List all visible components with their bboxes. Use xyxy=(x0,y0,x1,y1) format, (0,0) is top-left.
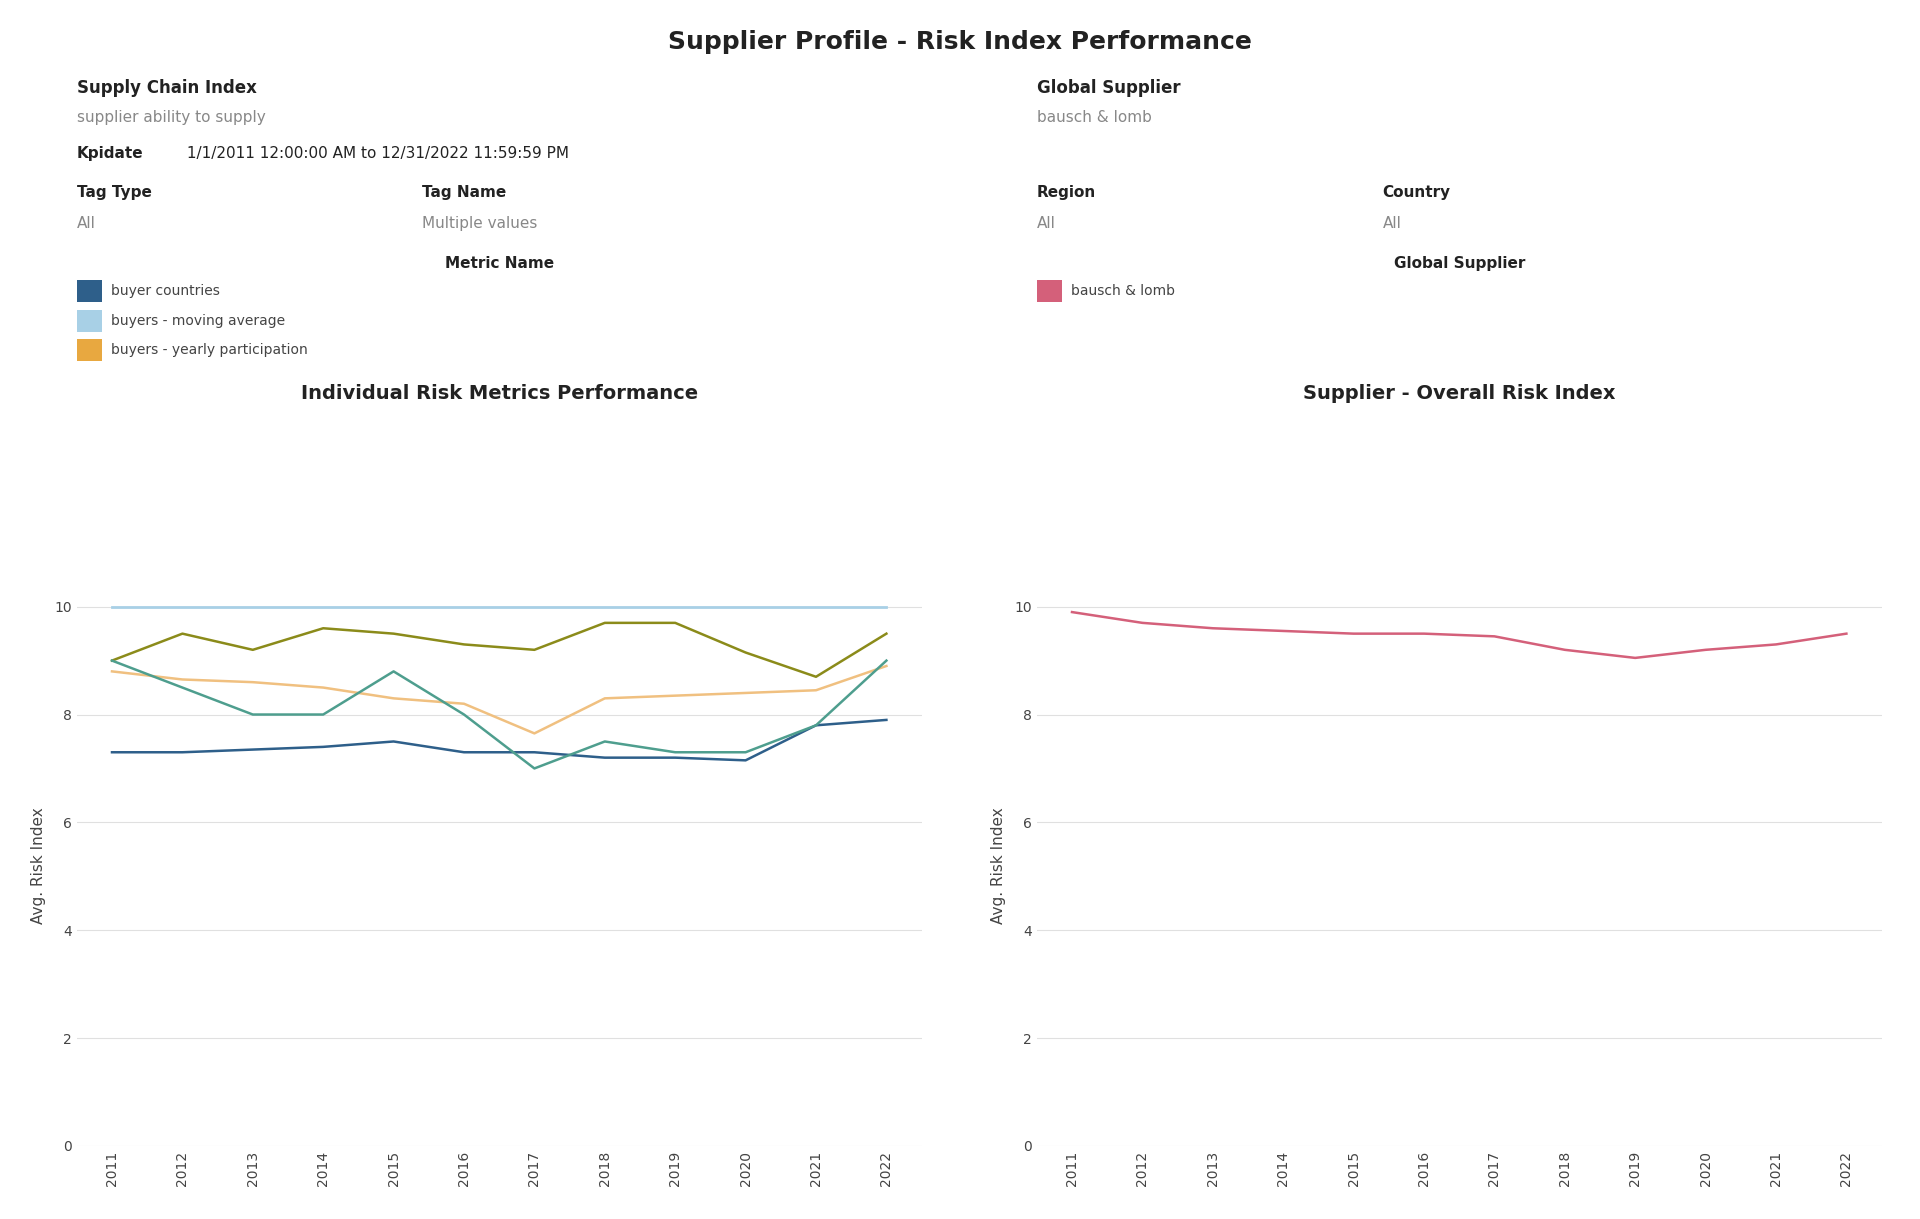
Text: Tag Name: Tag Name xyxy=(422,185,507,200)
Text: Individual Risk Metrics Performance: Individual Risk Metrics Performance xyxy=(301,384,697,403)
Text: Multiple values: Multiple values xyxy=(422,216,538,230)
Text: buyers - yearly participation: buyers - yearly participation xyxy=(111,343,307,357)
Text: Country: Country xyxy=(1382,185,1450,200)
Text: Global Supplier: Global Supplier xyxy=(1037,79,1181,98)
Y-axis label: Avg. Risk Index: Avg. Risk Index xyxy=(31,807,46,924)
Text: Metric Name: Metric Name xyxy=(445,256,553,271)
Text: Region: Region xyxy=(1037,185,1096,200)
Text: buyers - moving average: buyers - moving average xyxy=(111,313,286,328)
Text: All: All xyxy=(1037,216,1056,230)
Y-axis label: Avg. Risk Index: Avg. Risk Index xyxy=(991,807,1006,924)
Text: All: All xyxy=(1382,216,1402,230)
Text: Global Supplier: Global Supplier xyxy=(1394,256,1524,271)
Text: Supplier - Overall Risk Index: Supplier - Overall Risk Index xyxy=(1304,384,1615,403)
Text: buyer countries: buyer countries xyxy=(111,284,221,299)
Text: bausch & lomb: bausch & lomb xyxy=(1071,284,1175,299)
Text: Supply Chain Index: Supply Chain Index xyxy=(77,79,257,98)
Text: Tag Type: Tag Type xyxy=(77,185,152,200)
Text: bausch & lomb: bausch & lomb xyxy=(1037,110,1152,124)
Text: Supplier Profile - Risk Index Performance: Supplier Profile - Risk Index Performanc… xyxy=(668,30,1252,55)
Text: All: All xyxy=(77,216,96,230)
Text: supplier ability to supply: supplier ability to supply xyxy=(77,110,265,124)
Text: Kpidate: Kpidate xyxy=(77,146,144,161)
Text: 1/1/2011 12:00:00 AM to 12/31/2022 11:59:59 PM: 1/1/2011 12:00:00 AM to 12/31/2022 11:59… xyxy=(182,146,570,161)
